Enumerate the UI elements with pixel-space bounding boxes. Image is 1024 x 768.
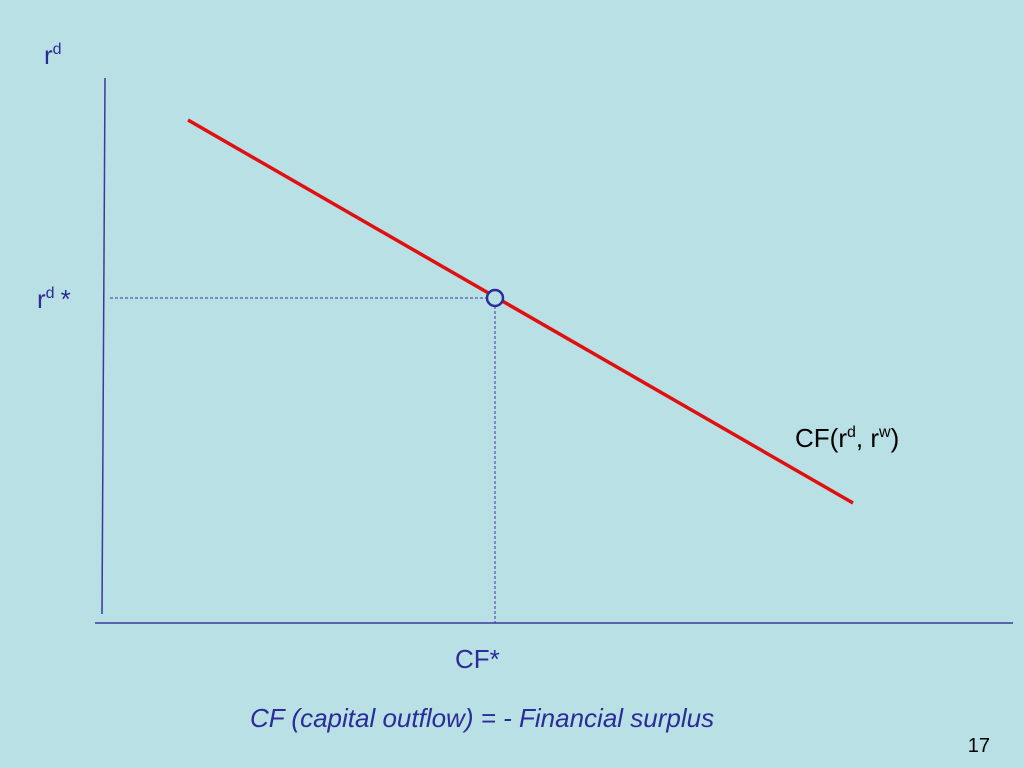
equilibrium-point (485, 288, 505, 308)
page-number: 17 (968, 735, 990, 757)
label-suffix: * (61, 284, 71, 314)
curve-label: CF(rd, rw) (795, 423, 899, 453)
label-base: r (37, 284, 46, 314)
label-superscript: d (53, 41, 62, 58)
equilibrium-y-label: rd * (37, 284, 71, 314)
cf-curve (187, 118, 854, 505)
equilibrium-x-label: CF* (455, 644, 500, 674)
label-base: r (44, 40, 53, 70)
y-axis-label: rd (44, 40, 62, 70)
y-axis (101, 77, 106, 615)
label-part: CF(r (795, 423, 847, 453)
label-part: ) (891, 423, 900, 453)
caption: CF (capital outflow) = - Financial surpl… (250, 703, 714, 733)
label-superscript: d (46, 285, 55, 302)
label-superscript: d (847, 424, 856, 441)
label-superscript: w (878, 424, 891, 441)
label-part: , r (856, 423, 879, 453)
